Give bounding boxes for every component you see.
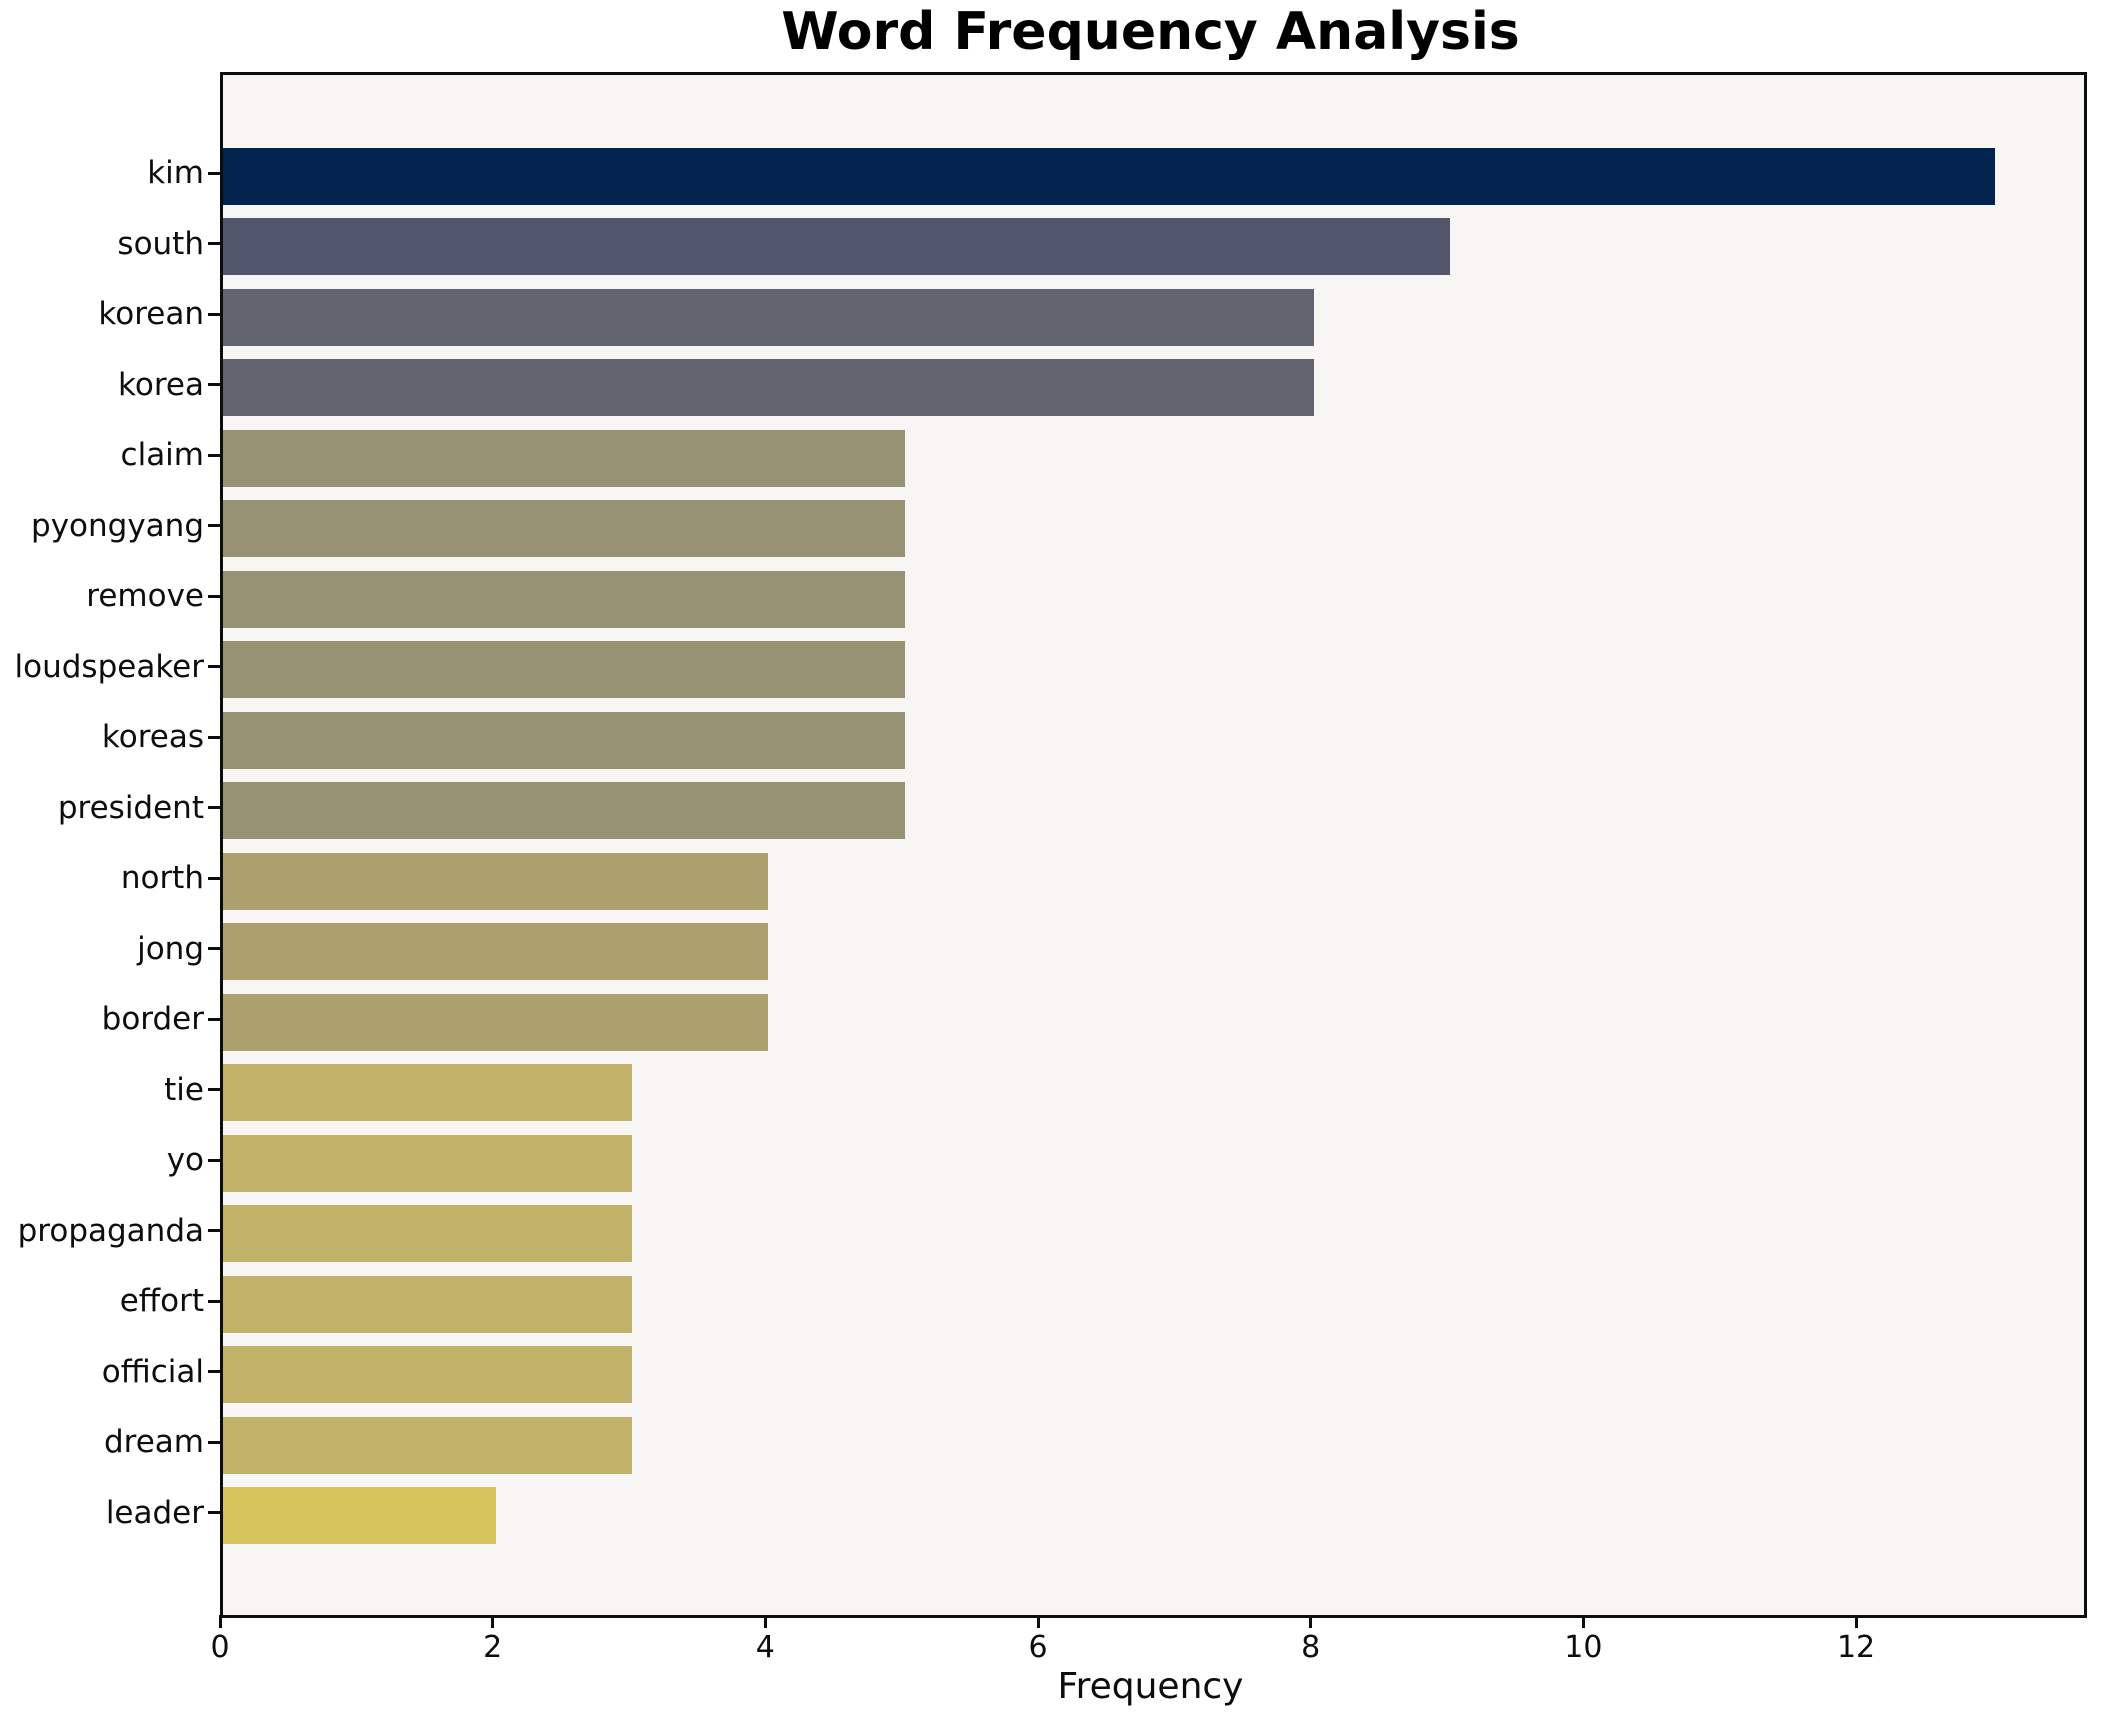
xtick-mark-6 <box>1036 1615 1040 1628</box>
bar-yo <box>223 1134 632 1192</box>
ytick-mark-president <box>208 806 220 809</box>
bar-dream <box>223 1416 632 1474</box>
bar-north <box>223 852 769 910</box>
bar-remove <box>223 570 905 628</box>
bar-south <box>223 218 1451 275</box>
bar-tie <box>223 1064 632 1121</box>
ytick-label-korea: korea <box>118 366 204 403</box>
ytick-mark-north <box>208 876 220 880</box>
ytick-label-north: north <box>120 860 204 896</box>
ytick-label-tie: tie <box>164 1071 204 1108</box>
ytick-mark-official <box>208 1370 220 1373</box>
ytick-mark-claim <box>208 453 220 457</box>
ytick-label-koreas: koreas <box>101 719 204 755</box>
xtick-mark-4 <box>763 1615 767 1628</box>
ytick-label-claim: claim <box>120 437 204 473</box>
ytick-mark-remove <box>208 594 220 598</box>
ytick-label-korean: korean <box>98 296 204 332</box>
ytick-label-jong: jong <box>137 930 204 967</box>
ytick-mark-korea <box>208 383 220 386</box>
ytick-mark-koreas <box>208 735 220 739</box>
chart-title: Word Frequency Analysis <box>781 2 1520 62</box>
ytick-label-president: president <box>57 789 204 826</box>
x-axis-label: Frequency <box>1057 1666 1244 1707</box>
bar-korean <box>223 288 1314 346</box>
ytick-mark-loudspeaker <box>208 665 220 668</box>
ytick-label-official: official <box>101 1353 204 1390</box>
bar-korea <box>223 359 1314 416</box>
xtick-mark-2 <box>491 1615 495 1628</box>
plot-area <box>220 72 2087 1618</box>
ytick-mark-pyongyang <box>208 524 220 527</box>
bar-official <box>223 1346 632 1403</box>
ytick-label-loudspeaker: loudspeaker <box>14 648 204 685</box>
xtick-mark-12 <box>1854 1615 1858 1628</box>
ytick-label-effort: effort <box>119 1283 204 1319</box>
ytick-mark-effort <box>208 1299 220 1303</box>
bar-claim <box>223 429 905 487</box>
ytick-mark-kim <box>208 171 220 175</box>
ytick-label-remove: remove <box>86 578 204 614</box>
ytick-mark-jong <box>208 947 220 950</box>
ytick-mark-south <box>208 242 220 245</box>
ytick-mark-yo <box>208 1158 220 1162</box>
ytick-label-border: border <box>101 1001 204 1037</box>
ytick-label-propaganda: propaganda <box>17 1212 204 1249</box>
ytick-mark-dream <box>208 1440 220 1444</box>
bar-pyongyang <box>223 500 905 557</box>
ytick-label-pyongyang: pyongyang <box>31 507 204 544</box>
xtick-label-2: 2 <box>483 1630 503 1665</box>
xtick-label-4: 4 <box>755 1630 775 1665</box>
ytick-mark-propaganda <box>208 1229 220 1232</box>
ytick-mark-korean <box>208 312 220 316</box>
bar-kim <box>223 147 1996 205</box>
ytick-mark-tie <box>208 1088 220 1091</box>
xtick-label-6: 6 <box>1028 1630 1048 1665</box>
bar-border <box>223 993 769 1051</box>
xtick-mark-0 <box>218 1615 222 1628</box>
bar-jong <box>223 923 769 980</box>
ytick-label-south: south <box>117 225 204 262</box>
bar-leader <box>223 1487 496 1544</box>
ytick-label-leader: leader <box>105 1494 204 1531</box>
xtick-label-10: 10 <box>1564 1630 1603 1665</box>
ytick-mark-leader <box>208 1511 220 1514</box>
ytick-label-yo: yo <box>166 1142 204 1178</box>
bar-propaganda <box>223 1205 632 1262</box>
bar-koreas <box>223 711 905 769</box>
bar-president <box>223 782 905 839</box>
xtick-mark-8 <box>1309 1615 1313 1628</box>
ytick-label-dream: dream <box>103 1424 204 1460</box>
xtick-mark-10 <box>1581 1615 1585 1628</box>
xtick-label-8: 8 <box>1301 1630 1321 1665</box>
xtick-label-0: 0 <box>210 1630 230 1665</box>
bar-effort <box>223 1275 632 1333</box>
ytick-mark-border <box>208 1017 220 1021</box>
bar-loudspeaker <box>223 641 905 698</box>
xtick-label-12: 12 <box>1836 1630 1876 1665</box>
ytick-label-kim: kim <box>147 155 204 191</box>
